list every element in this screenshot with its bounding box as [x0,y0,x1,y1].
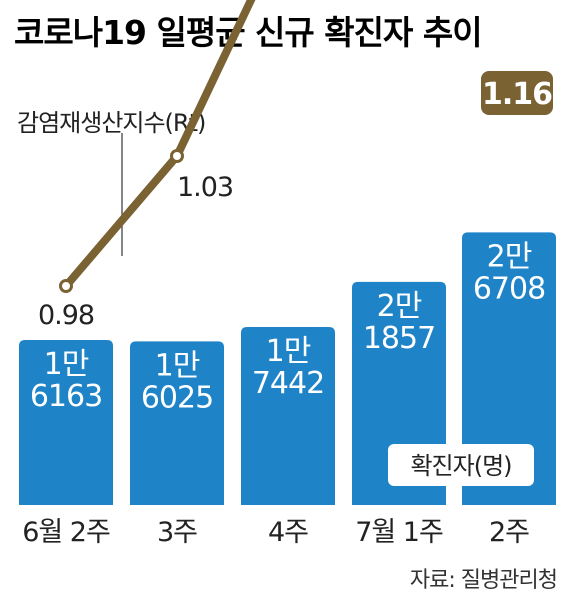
bar-label-top-1: 1만 [155,348,200,383]
source-note: 자료: 질병관리청 [410,568,557,593]
category-label-0: 6월 2주 [22,517,110,548]
line-series: 0.981.031.121.121.16 [38,0,553,331]
bar-2 [241,326,335,505]
category-label-2: 4주 [268,517,308,548]
bar-label-top-3: 2만 [377,289,422,324]
bar-label-top-4: 2만 [487,239,532,274]
rt-label-4: 1.16 [482,77,552,112]
rt-line [62,0,256,290]
rt-point-0 [59,279,73,293]
bar-label-bottom-0: 6163 [30,379,102,414]
rt-point-1 [170,149,184,163]
chart-title: 코로나19 일평균 신규 확진자 추이 [14,13,482,52]
category-label-1: 3주 [157,517,197,548]
line-legend-label: 감염재생산지수(Rt) [17,109,205,137]
rt-highlight-box [481,71,553,115]
bar-legend-label: 확진자(명) [410,452,511,480]
bar-legend-box [388,444,534,486]
bar-4 [462,232,556,505]
category-label-4: 2주 [489,517,529,548]
bar-label-bottom-2: 7442 [252,366,324,401]
bar-label-bottom-4: 6708 [473,271,545,306]
bar-label-top-2: 1만 [266,334,311,369]
bar-label-top-0: 1만 [44,347,89,382]
bar-1 [130,341,224,505]
bar-label-bottom-1: 6025 [141,380,213,415]
category-labels: 6월 2주 3주 4주 7월 1주 2주 [22,517,530,548]
bar-0 [19,340,113,505]
rt-label-0: 0.98 [38,300,94,331]
bar-legend: 확진자(명) [388,444,534,486]
bar-label-bottom-3: 1857 [363,321,435,356]
rt-label-1: 1.03 [177,172,233,203]
category-label-3: 7월 1주 [355,517,443,548]
